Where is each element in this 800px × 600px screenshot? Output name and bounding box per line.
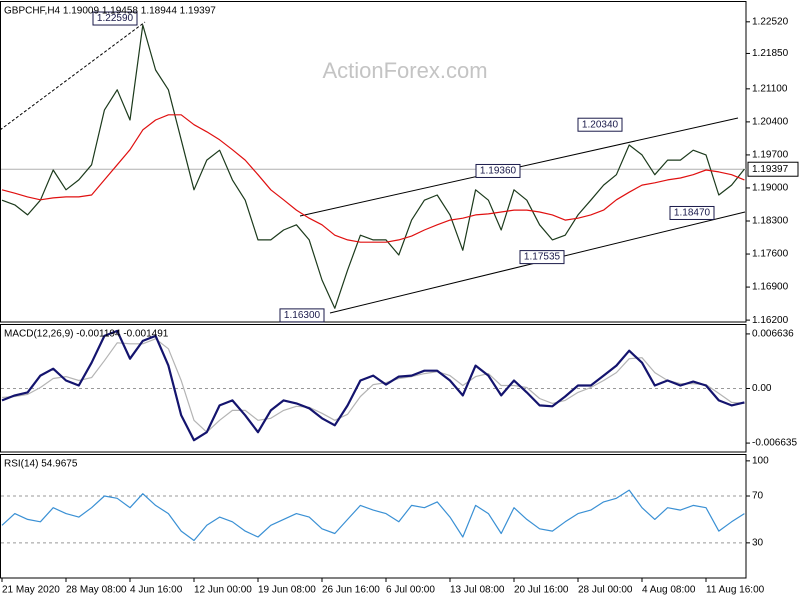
annotation-box [475,163,521,178]
trend-line [0,21,146,131]
y-tick-label: 1.16200 [752,315,789,326]
x-tick-label: 11 Aug 16:00 [706,585,765,596]
price-panel [0,1,747,323]
x-tick-label: 28 May 08:00 [66,585,127,596]
x-tick-label: 19 Jun 08:00 [258,585,316,596]
annotation-box [519,250,565,265]
y-tick-label: 1.22520 [752,16,789,27]
y-tick-label: 1.16900 [752,282,789,293]
y-tick-label: 0.006636 [752,329,794,340]
annotation-label: 1.19360 [480,166,517,177]
annotation-label: 1.18470 [674,208,711,219]
y-tick-label: 100 [752,455,769,466]
rsi-panel [0,454,747,579]
series-line [1,338,745,433]
y-tick-label: 1.17600 [752,249,789,260]
y-tick-label: 1.21100 [752,83,788,94]
y-tick-label: 70 [752,491,764,502]
x-tick-label: 13 Jul 08:00 [450,585,505,596]
y-tick-label: 1.18300 [752,216,789,227]
annotation-box [669,205,715,220]
y-tick-label: 30 [752,537,764,548]
x-tick-label: 28 Jul 00:00 [578,585,633,596]
y-tick-label: 1.19700 [752,150,789,161]
x-tick-label: 26 Jun 16:00 [322,585,380,596]
panel-title: GBPCHF,H4 1.19009 1.19458 1.18944 1.1939… [4,6,216,17]
series-line [1,489,745,542]
series-line [1,114,745,243]
y-tick-label: 1.20400 [752,117,789,128]
x-tick-label: 4 Jun 16:00 [130,585,183,596]
x-tick-label: 6 Jul 00:00 [386,585,435,596]
x-tick-label: 21 May 2020 [2,585,60,596]
series-line [1,24,745,309]
annotation-label: 1.16300 [284,310,321,321]
y-tick-label: 1.19000 [752,183,789,194]
x-tick-label: 4 Aug 08:00 [642,585,696,596]
annotation-label: 1.17535 [524,252,561,263]
annotation-box [92,11,138,26]
last-price-box [747,161,799,177]
panel-title: MACD(12,26,9) -0.001194 -0.001491 [4,329,169,340]
series-line [1,329,745,442]
y-tick-label: -0.006635 [752,438,797,449]
annotation-box [577,117,623,132]
y-tick-label: 1.21850 [752,48,789,59]
x-tick-label: 12 Jun 00:00 [194,585,252,596]
last-price-label: 1.19397 [752,164,789,175]
annotation-label: 1.22590 [97,13,134,24]
annotation-label: 1.20340 [582,119,619,130]
watermark: ActionForex.com [322,58,487,83]
annotation-box [279,308,325,323]
y-tick-label: 0.00 [752,383,772,394]
panel-title: RSI(14) 54.9675 [4,459,78,470]
x-tick-label: 20 Jul 16:00 [514,585,569,596]
